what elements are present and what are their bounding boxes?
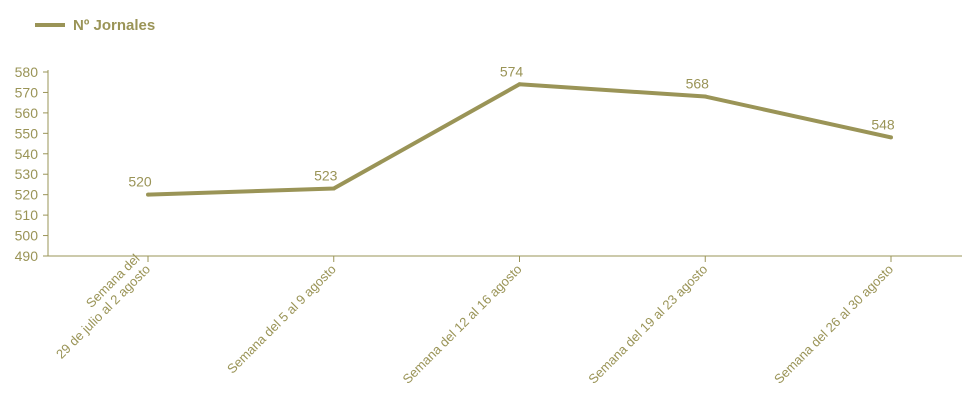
data-label: 548 xyxy=(871,116,895,132)
y-tick-label: 580 xyxy=(15,64,39,80)
y-tick-label: 510 xyxy=(15,207,39,223)
x-tick-label: Semana del 12 al 16 agosto xyxy=(400,262,525,387)
y-tick-label: 570 xyxy=(15,84,39,100)
x-tick-label: Semana del 5 al 9 agosto xyxy=(224,262,339,377)
y-tick-label: 530 xyxy=(15,166,39,182)
x-tick-label: Semana del 26 al 30 agosto xyxy=(771,262,896,387)
data-point xyxy=(146,192,150,197)
x-tick-label: Semana del29 de julio al 2 agosto xyxy=(42,251,153,362)
y-tick-label: 490 xyxy=(15,248,39,264)
data-label: 523 xyxy=(314,168,338,184)
data-point xyxy=(517,82,522,87)
data-label: 574 xyxy=(500,63,524,79)
data-label: 568 xyxy=(686,76,710,92)
y-tick-label: 500 xyxy=(15,228,39,244)
y-axis: 490 500 510 520 530 540 550 560 570 580 xyxy=(15,64,49,264)
x-tick-label-line: Semana del 5 al 9 agosto xyxy=(224,262,339,377)
data-point xyxy=(889,135,893,140)
data-point xyxy=(703,94,708,99)
data-point xyxy=(331,186,336,191)
x-tick-label: Semana del 19 al 23 agosto xyxy=(585,262,710,387)
legend: Nº Jornales xyxy=(35,17,155,34)
x-tick-label-line: 29 de julio al 2 agosto xyxy=(53,262,153,362)
y-tick-label: 550 xyxy=(15,125,39,141)
legend-label: Nº Jornales xyxy=(73,17,155,34)
series-line xyxy=(147,82,892,197)
x-tick-label-line: Semana del 26 al 30 agosto xyxy=(771,262,896,387)
series-layer: 520 523 574 568 548 xyxy=(128,63,895,197)
data-label: 520 xyxy=(128,174,152,190)
x-tick-label-line: Semana del 19 al 23 agosto xyxy=(585,262,710,387)
x-axis: Semana del29 de julio al 2 agosto Semana … xyxy=(42,251,962,387)
y-tick-label: 560 xyxy=(15,105,39,121)
y-tick-label: 520 xyxy=(15,187,39,203)
y-tick-label: 540 xyxy=(15,146,39,162)
x-tick-label-line: Semana del 12 al 16 agosto xyxy=(400,262,525,387)
